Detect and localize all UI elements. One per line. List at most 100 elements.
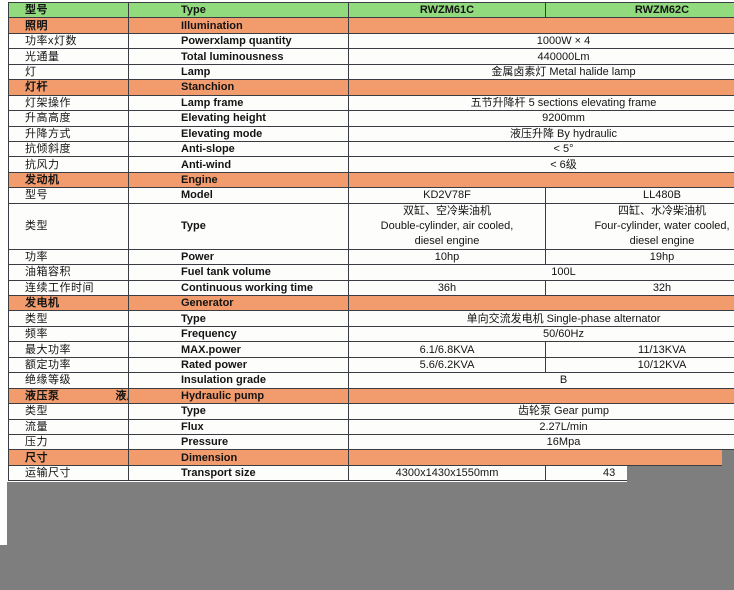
cell-value-rwzm62c-truncated: 43 (603, 467, 616, 480)
section-row-filler (349, 450, 734, 464)
row-label-zh: 最大功率 (9, 342, 129, 357)
row-label-zh: 抗倾斜度 (9, 141, 129, 157)
cell-value-merged: 1000W × 4 (536, 35, 591, 48)
row-label-en: Insulation grade (129, 373, 349, 388)
row-label-zh: 照明 (9, 18, 129, 33)
table-row: 灯 Lamp 金属卤素灯 Metal halide lamp (9, 64, 734, 81)
row-label-zh: 功率 (9, 249, 129, 265)
row-label-zh: 液压泵液压泵 (9, 388, 129, 404)
col-header-rwzm62c: RWZM62C (634, 4, 690, 17)
section-row: 发电机 Generator (9, 296, 734, 312)
table-row: 型号 Model KD2V78F LL480B (9, 188, 734, 204)
spec-table: 型号 Type RWZM61C RWZM62C 照明 Illumination 功率x灯数 P… (8, 2, 734, 482)
table-row: 升降方式 Elevating mode 液压升降 By hydraulic (9, 126, 734, 142)
row-label-en: Type (129, 203, 349, 249)
row-label-en: Frequency (129, 326, 349, 342)
cell-value-merged: 2.27L/min (539, 420, 588, 433)
row-label-zh: 类型 (9, 203, 129, 249)
row-label-en: Lamp frame (129, 95, 349, 111)
scan-backing-gray-area (0, 482, 734, 590)
section-row-filler (349, 80, 734, 94)
cell-value-merged: 440000Lm (537, 50, 590, 63)
cell-value-merged: 金属卤素灯 Metal halide lamp (491, 65, 636, 78)
row-label-zh: 灯杆 (9, 80, 129, 95)
row-label-en: Type (129, 311, 349, 326)
table-row: 抗风力 Anti-wind < 6级 (9, 157, 734, 173)
row-label-en: Type (129, 404, 349, 419)
cell-value-merged: 50/60Hz (543, 328, 584, 341)
row-label-en: Fuel tank volume (129, 265, 349, 280)
table-row: 运输尺寸 Transport size 4300x1430x1550mm 43 (9, 465, 734, 482)
col-header-type: Type (129, 3, 349, 18)
section-row-filler (349, 296, 734, 310)
row-label-en: Powerxlamp quantity (129, 33, 349, 49)
row-label-zh: 运输尺寸 (9, 465, 129, 481)
row-label-en: MAX.power (129, 342, 349, 357)
cell-value-merged: 齿轮泵 Gear pump (517, 405, 610, 418)
row-label-zh: 发动机 (9, 172, 129, 188)
row-label-en: Flux (129, 419, 349, 434)
row-label-en: Hydraulic pump (129, 388, 349, 404)
cell-value-rwzm61c: 6.1/6.8KVA (349, 342, 546, 357)
table-row: 流量 Flux 2.27L/min (9, 419, 734, 435)
cell-value-merged: 单向交流发电机 Single-phase alternator (466, 312, 661, 325)
cell-value-rwzm61c: 4300x1430x1550mm (349, 465, 546, 481)
scan-backing-gray-step (627, 466, 734, 484)
table-row: 类型 Type 双缸、空冷柴油机 Double-cylinder, air cool… (9, 203, 734, 250)
cell-value-merged: 液压升降 By hydraulic (510, 127, 617, 140)
row-label-en: Elevating height (129, 111, 349, 126)
row-label-en: Engine (129, 172, 349, 188)
section-row-filler (349, 18, 734, 32)
table-row: 灯架操作 Lamp frame 五节升降杆 5 sections elevating… (9, 95, 734, 112)
row-label-zh: 灯架操作 (9, 95, 129, 111)
cell-value-rwzm61c: 双缸、空冷柴油机 Double-cylinder, air cooled, di… (349, 203, 546, 249)
row-label-en: Continuous working time (129, 280, 349, 295)
table-row: 类型 Type 单向交流发电机 Single-phase alternator (9, 311, 734, 327)
row-label-zh: 流量 (9, 419, 129, 434)
row-label-en: Illumination (129, 18, 349, 33)
row-label-zh: 频率 (9, 326, 129, 342)
row-label-en: Transport size (129, 465, 349, 481)
row-label-zh: 绝缘等级 (9, 373, 129, 388)
cell-value-merged: < 5° (553, 143, 574, 156)
cell-value-rwzm62c: 10/12KVA (637, 358, 687, 371)
cell-value-rwzm62c: 32h (652, 281, 672, 294)
cell-value-rwzm62c: LL480B (643, 189, 681, 202)
section-row: 照明 Illumination (9, 18, 734, 34)
table-row: 抗倾斜度 Anti-slope < 5° (9, 141, 734, 158)
col-header-rwzm61c: RWZM61C (349, 3, 546, 18)
row-label-zh: 发电机 (9, 296, 129, 311)
table-row: 最大功率 MAX.power 6.1/6.8KVA 11/13KVA (9, 342, 734, 358)
row-label-zh: 油箱容积 (9, 265, 129, 280)
section-row-filler (349, 173, 734, 187)
section-row: 灯杆 Stanchion (9, 80, 734, 96)
row-label-zh: 光通量 (9, 49, 129, 64)
cell-value-rwzm61c: 36h (349, 280, 546, 295)
cell-value-merged: B (559, 374, 568, 387)
scan-artifact-mark (113, 393, 118, 399)
section-row: 尺寸 Dimension (9, 450, 734, 466)
cell-value-rwzm61c: 5.6/6.2KVA (349, 357, 546, 373)
row-label-en: Rated power (129, 357, 349, 373)
table-row: 油箱容积 Fuel tank volume 100L (9, 265, 734, 281)
row-label-en: Elevating mode (129, 126, 349, 141)
row-label-en: Total luminousness (129, 49, 349, 64)
table-row: 光通量 Total luminousness 440000Lm (9, 49, 734, 65)
row-label-en: Lamp (129, 64, 349, 80)
scan-left-margin (0, 0, 7, 545)
row-label-en: Pressure (129, 434, 349, 450)
table-row: 频率 Frequency 50/60Hz (9, 326, 734, 343)
table-row: 类型 Type 齿轮泵 Gear pump (9, 404, 734, 420)
row-label-zh: 升高高度 (9, 111, 129, 126)
cell-value-merged: 16Mpa (546, 436, 581, 449)
row-label-en: Power (129, 249, 349, 265)
table-row: 压力 Pressure 16Mpa (9, 434, 734, 451)
row-label-zh: 灯 (9, 64, 129, 80)
table-row: 绝缘等级 Insulation grade B (9, 373, 734, 389)
table-row: 功率 Power 10hp 19hp (9, 249, 734, 266)
section-row-filler (349, 389, 734, 403)
row-label-zh: 升降方式 (9, 126, 129, 141)
cell-value-merged: 9200mm (542, 112, 585, 125)
col-header-model-zh: 型号 (9, 3, 129, 18)
